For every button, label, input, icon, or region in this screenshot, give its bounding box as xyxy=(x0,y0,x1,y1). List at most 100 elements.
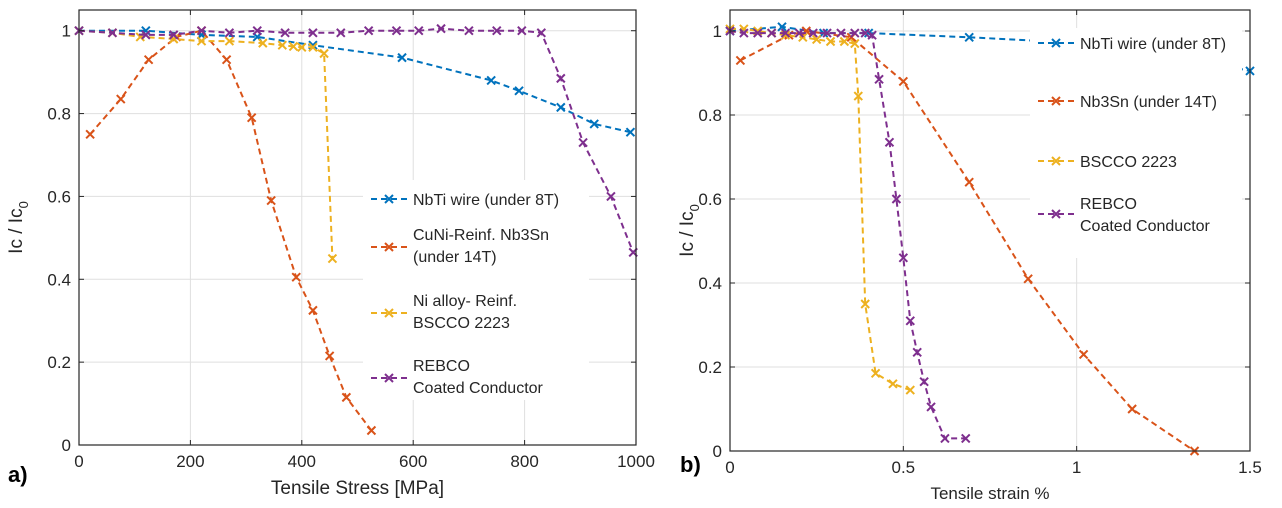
x-tick-label: 800 xyxy=(510,452,538,471)
data-point-series-0 xyxy=(486,75,496,86)
data-point-series-3 xyxy=(850,28,860,38)
legend-label-1: Nb3Sn (under 14T) xyxy=(1080,94,1217,111)
data-point-series-2 xyxy=(811,34,822,45)
data-point-series-1 xyxy=(308,305,318,316)
y-tick-label: 0.8 xyxy=(698,106,722,125)
legend-marker-1 xyxy=(384,242,394,252)
data-point-series-3 xyxy=(898,253,909,263)
data-point-series-3 xyxy=(517,26,527,36)
y-tick-label: 1 xyxy=(62,22,71,41)
y-axis-label-main: Ic / Ic xyxy=(677,211,698,256)
axes-frame xyxy=(78,9,637,446)
y-axis-label: Ic / Ic0 xyxy=(677,204,702,257)
data-point-series-3 xyxy=(874,74,884,85)
data-point-series-2 xyxy=(853,91,863,101)
data-point-series-2 xyxy=(319,48,329,59)
data-point-series-3 xyxy=(606,191,616,202)
y-tick-label: 0 xyxy=(713,442,722,461)
data-point-series-2 xyxy=(327,253,338,264)
data-point-series-3 xyxy=(107,28,118,38)
data-point-series-2 xyxy=(860,299,870,309)
chart-panel-b: 0 0.5 1 1.5 0 0.2 0.4 0.6 0.8 1 Tensile strain % Ic… xyxy=(677,9,1262,503)
panel-label: b) xyxy=(680,452,701,477)
x-axis-label: Tensile strain % xyxy=(930,484,1049,503)
series-line-1 xyxy=(739,29,1196,452)
y-axis-label-subscript: 0 xyxy=(16,201,31,208)
data-point-series-1 xyxy=(221,55,232,65)
y-tick-label: 0 xyxy=(62,436,71,455)
data-point-series-3 xyxy=(224,28,235,38)
data-point-series-3 xyxy=(280,28,290,38)
data-point-series-1 xyxy=(1078,349,1089,360)
legend-marker-0 xyxy=(1051,38,1061,48)
data-point-series-1 xyxy=(143,55,154,65)
data-point-series-3 xyxy=(753,28,763,38)
data-point-series-1 xyxy=(266,195,276,206)
legend-label-1: (under 14T) xyxy=(413,249,497,266)
data-point-series-2 xyxy=(224,36,235,46)
data-point-series-3 xyxy=(808,28,818,38)
legend-label-0: NbTi wire (under 8T) xyxy=(1080,36,1226,53)
legend-label-1: CuNi-Reinf. Nb3Sn xyxy=(413,227,549,244)
data-point-series-2 xyxy=(905,385,915,395)
x-tick-label: 0 xyxy=(74,452,83,471)
data-point-series-1 xyxy=(341,392,352,403)
data-point-series-1 xyxy=(116,94,126,104)
data-point-series-0 xyxy=(397,52,407,63)
legend-label-2: Ni alloy- Reinf. xyxy=(413,293,517,310)
data-point-series-2 xyxy=(839,36,850,47)
legend-marker-1 xyxy=(1051,96,1061,106)
data-point-series-3 xyxy=(739,28,749,38)
y-tick-label: 1 xyxy=(713,22,722,41)
x-tick-label: 0 xyxy=(725,458,734,477)
data-point-series-3 xyxy=(912,347,922,358)
data-point-series-1 xyxy=(1127,404,1137,414)
data-point-series-1 xyxy=(246,113,257,123)
data-point-series-1 xyxy=(291,272,301,282)
data-point-series-3 xyxy=(940,433,950,444)
data-point-series-2 xyxy=(825,36,836,47)
y-axis-label-main: Ic / Ic xyxy=(6,208,27,253)
legend-label-3: Coated Conductor xyxy=(413,380,544,397)
data-point-series-3 xyxy=(336,28,346,38)
data-point-series-2 xyxy=(277,40,288,50)
data-point-series-3 xyxy=(168,30,179,40)
data-point-series-1 xyxy=(85,129,95,139)
data-point-series-0 xyxy=(625,127,636,137)
legend-label-3: Coated Conductor xyxy=(1080,218,1211,235)
x-tick-label: 200 xyxy=(176,452,204,471)
data-point-series-3 xyxy=(884,137,895,148)
data-point-series-3 xyxy=(391,26,402,36)
data-point-series-2 xyxy=(196,36,207,46)
data-point-series-3 xyxy=(556,73,566,84)
legend: NbTi wire (under 8T) Nb3Sn (under 14T) BSC… xyxy=(1030,28,1242,258)
data-point-series-3 xyxy=(780,28,791,38)
data-point-series-2 xyxy=(258,38,268,48)
data-point-series-1 xyxy=(324,351,335,361)
x-tick-label: 1 xyxy=(1072,458,1081,477)
y-axis-label-subscript: 0 xyxy=(687,204,702,211)
data-point-series-0 xyxy=(964,32,974,43)
legend-box xyxy=(363,180,589,400)
legend-marker-2 xyxy=(384,308,394,318)
x-tick-label: 600 xyxy=(399,452,427,471)
data-point-series-3 xyxy=(436,23,446,34)
x-tick-label: 1000 xyxy=(617,452,655,471)
legend-label-2: BSCCO 2223 xyxy=(1080,154,1177,171)
data-point-series-1 xyxy=(898,76,909,87)
data-point-series-3 xyxy=(464,26,474,36)
data-point-series-1 xyxy=(366,425,377,436)
data-point-series-3 xyxy=(363,26,374,36)
legend-marker-3 xyxy=(384,373,394,383)
data-point-series-3 xyxy=(766,28,777,38)
data-point-series-3 xyxy=(891,194,902,204)
data-point-series-3 xyxy=(141,30,151,40)
y-tick-label: 0.6 xyxy=(698,190,722,209)
data-point-series-2 xyxy=(308,42,318,52)
data-point-series-3 xyxy=(867,30,877,40)
legend-label-3: REBCO xyxy=(413,358,470,375)
data-point-series-1 xyxy=(964,177,974,187)
y-tick-label: 0.4 xyxy=(698,274,722,293)
data-point-series-3 xyxy=(919,376,929,387)
